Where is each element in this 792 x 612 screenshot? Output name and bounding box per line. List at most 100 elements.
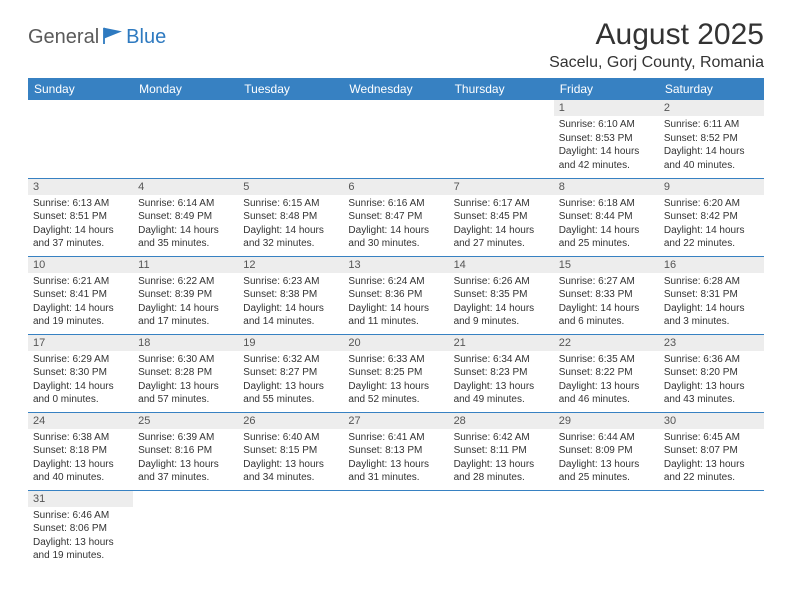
calendar-cell: 14Sunrise: 6:26 AMSunset: 8:35 PMDayligh… <box>449 256 554 334</box>
sunrise-text: Sunrise: 6:34 AM <box>454 353 549 367</box>
daylight-text-1: Daylight: 14 hours <box>454 224 549 238</box>
sunset-text: Sunset: 8:25 PM <box>348 366 443 380</box>
sunrise-text: Sunrise: 6:21 AM <box>33 275 128 289</box>
daylight-text-2: and 0 minutes. <box>33 393 128 407</box>
calendar-cell: 13Sunrise: 6:24 AMSunset: 8:36 PMDayligh… <box>343 256 448 334</box>
daylight-text-2: and 22 minutes. <box>664 471 759 485</box>
col-tuesday: Tuesday <box>238 78 343 100</box>
sunrise-text: Sunrise: 6:20 AM <box>664 197 759 211</box>
calendar-cell <box>343 100 448 178</box>
day-number: 6 <box>343 179 448 195</box>
day-number: 5 <box>238 179 343 195</box>
calendar-cell: 20Sunrise: 6:33 AMSunset: 8:25 PMDayligh… <box>343 334 448 412</box>
col-sunday: Sunday <box>28 78 133 100</box>
sunset-text: Sunset: 8:52 PM <box>664 132 759 146</box>
logo: General Blue <box>28 18 166 49</box>
calendar-row: 1Sunrise: 6:10 AMSunset: 8:53 PMDaylight… <box>28 100 764 178</box>
sunrise-text: Sunrise: 6:38 AM <box>33 431 128 445</box>
daylight-text-1: Daylight: 14 hours <box>33 302 128 316</box>
calendar-cell: 10Sunrise: 6:21 AMSunset: 8:41 PMDayligh… <box>28 256 133 334</box>
daylight-text-1: Daylight: 14 hours <box>243 302 338 316</box>
day-number: 10 <box>28 257 133 273</box>
daylight-text-2: and 19 minutes. <box>33 549 128 563</box>
daylight-text-1: Daylight: 14 hours <box>664 145 759 159</box>
day-number: 17 <box>28 335 133 351</box>
calendar-cell: 30Sunrise: 6:45 AMSunset: 8:07 PMDayligh… <box>659 412 764 490</box>
sunrise-text: Sunrise: 6:40 AM <box>243 431 338 445</box>
daylight-text-2: and 42 minutes. <box>559 159 654 173</box>
sunrise-text: Sunrise: 6:17 AM <box>454 197 549 211</box>
day-number: 20 <box>343 335 448 351</box>
calendar-row: 3Sunrise: 6:13 AMSunset: 8:51 PMDaylight… <box>28 178 764 256</box>
day-info: Sunrise: 6:15 AMSunset: 8:48 PMDaylight:… <box>238 195 343 255</box>
daylight-text-2: and 57 minutes. <box>138 393 233 407</box>
daylight-text-1: Daylight: 14 hours <box>138 224 233 238</box>
sunset-text: Sunset: 8:27 PM <box>243 366 338 380</box>
daylight-text-2: and 32 minutes. <box>243 237 338 251</box>
calendar-cell <box>28 100 133 178</box>
day-number: 29 <box>554 413 659 429</box>
daylight-text-1: Daylight: 13 hours <box>454 458 549 472</box>
day-number: 18 <box>133 335 238 351</box>
daylight-text-1: Daylight: 13 hours <box>243 380 338 394</box>
calendar-cell: 21Sunrise: 6:34 AMSunset: 8:23 PMDayligh… <box>449 334 554 412</box>
day-info: Sunrise: 6:34 AMSunset: 8:23 PMDaylight:… <box>449 351 554 411</box>
day-info: Sunrise: 6:14 AMSunset: 8:49 PMDaylight:… <box>133 195 238 255</box>
day-info: Sunrise: 6:17 AMSunset: 8:45 PMDaylight:… <box>449 195 554 255</box>
day-info: Sunrise: 6:35 AMSunset: 8:22 PMDaylight:… <box>554 351 659 411</box>
calendar-cell <box>133 100 238 178</box>
calendar-cell: 19Sunrise: 6:32 AMSunset: 8:27 PMDayligh… <box>238 334 343 412</box>
calendar-cell <box>449 490 554 568</box>
daylight-text-2: and 19 minutes. <box>33 315 128 329</box>
daylight-text-1: Daylight: 13 hours <box>664 458 759 472</box>
sunset-text: Sunset: 8:07 PM <box>664 444 759 458</box>
day-info: Sunrise: 6:26 AMSunset: 8:35 PMDaylight:… <box>449 273 554 333</box>
daylight-text-2: and 40 minutes. <box>664 159 759 173</box>
sunset-text: Sunset: 8:31 PM <box>664 288 759 302</box>
logo-text-general: General <box>28 26 99 49</box>
day-info: Sunrise: 6:24 AMSunset: 8:36 PMDaylight:… <box>343 273 448 333</box>
calendar-cell: 3Sunrise: 6:13 AMSunset: 8:51 PMDaylight… <box>28 178 133 256</box>
day-number: 25 <box>133 413 238 429</box>
daylight-text-2: and 25 minutes. <box>559 471 654 485</box>
daylight-text-1: Daylight: 14 hours <box>664 302 759 316</box>
daylight-text-2: and 27 minutes. <box>454 237 549 251</box>
daylight-text-2: and 37 minutes. <box>33 237 128 251</box>
day-info: Sunrise: 6:44 AMSunset: 8:09 PMDaylight:… <box>554 429 659 489</box>
calendar-cell: 16Sunrise: 6:28 AMSunset: 8:31 PMDayligh… <box>659 256 764 334</box>
daylight-text-1: Daylight: 13 hours <box>243 458 338 472</box>
calendar-cell: 1Sunrise: 6:10 AMSunset: 8:53 PMDaylight… <box>554 100 659 178</box>
calendar-row: 31Sunrise: 6:46 AMSunset: 8:06 PMDayligh… <box>28 490 764 568</box>
daylight-text-1: Daylight: 13 hours <box>559 458 654 472</box>
daylight-text-2: and 34 minutes. <box>243 471 338 485</box>
daylight-text-2: and 52 minutes. <box>348 393 443 407</box>
day-info: Sunrise: 6:13 AMSunset: 8:51 PMDaylight:… <box>28 195 133 255</box>
daylight-text-1: Daylight: 14 hours <box>243 224 338 238</box>
header: General Blue August 2025 Sacelu, Gorj Co… <box>28 18 764 72</box>
calendar-cell: 18Sunrise: 6:30 AMSunset: 8:28 PMDayligh… <box>133 334 238 412</box>
sunrise-text: Sunrise: 6:16 AM <box>348 197 443 211</box>
sunset-text: Sunset: 8:51 PM <box>33 210 128 224</box>
day-info: Sunrise: 6:11 AMSunset: 8:52 PMDaylight:… <box>659 116 764 176</box>
daylight-text-1: Daylight: 13 hours <box>348 380 443 394</box>
sunset-text: Sunset: 8:18 PM <box>33 444 128 458</box>
day-info: Sunrise: 6:16 AMSunset: 8:47 PMDaylight:… <box>343 195 448 255</box>
sunset-text: Sunset: 8:47 PM <box>348 210 443 224</box>
calendar-cell <box>554 490 659 568</box>
day-info: Sunrise: 6:30 AMSunset: 8:28 PMDaylight:… <box>133 351 238 411</box>
daylight-text-1: Daylight: 13 hours <box>559 380 654 394</box>
daylight-text-1: Daylight: 14 hours <box>33 380 128 394</box>
sunset-text: Sunset: 8:16 PM <box>138 444 233 458</box>
day-number: 13 <box>343 257 448 273</box>
calendar-cell: 31Sunrise: 6:46 AMSunset: 8:06 PMDayligh… <box>28 490 133 568</box>
day-number: 14 <box>449 257 554 273</box>
day-info: Sunrise: 6:22 AMSunset: 8:39 PMDaylight:… <box>133 273 238 333</box>
sunrise-text: Sunrise: 6:10 AM <box>559 118 654 132</box>
col-wednesday: Wednesday <box>343 78 448 100</box>
day-info: Sunrise: 6:29 AMSunset: 8:30 PMDaylight:… <box>28 351 133 411</box>
col-saturday: Saturday <box>659 78 764 100</box>
daylight-text-1: Daylight: 14 hours <box>559 145 654 159</box>
calendar-cell: 9Sunrise: 6:20 AMSunset: 8:42 PMDaylight… <box>659 178 764 256</box>
daylight-text-1: Daylight: 14 hours <box>348 224 443 238</box>
sunset-text: Sunset: 8:45 PM <box>454 210 549 224</box>
